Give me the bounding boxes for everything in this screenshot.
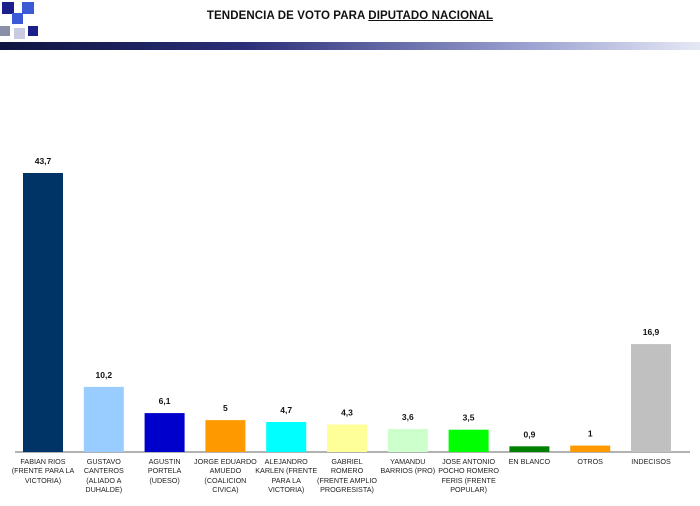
bar — [205, 420, 246, 452]
category-label: ALEJANDRO KARLEN (FRENTE PARA LA VICTORI… — [255, 457, 318, 494]
data-label: 10,2 — [96, 370, 113, 380]
category-label: FABIAN RIOS (FRENTE PARA LA VICTORIA) — [11, 457, 75, 485]
bar — [266, 422, 307, 452]
data-label: 3,5 — [463, 413, 475, 423]
bar — [387, 429, 428, 452]
data-label: 4,7 — [280, 405, 292, 415]
category-label: OTROS — [577, 457, 603, 466]
bar — [448, 429, 489, 452]
category-label: GABRIEL ROMERO (FRENTE AMPLIO PROGRESIST… — [317, 457, 377, 494]
title-underlined: DIPUTADO NACIONAL — [368, 10, 494, 22]
logo-square — [12, 13, 23, 24]
title-prefix: TENDENCIA DE VOTO PARA — [206, 10, 369, 22]
logo-squares — [0, 2, 38, 39]
data-label: 5 — [223, 403, 228, 413]
bar — [509, 446, 550, 452]
category-label: EN BLANCO — [508, 457, 551, 466]
data-label: 43,7 — [35, 156, 52, 166]
logo-square — [2, 2, 14, 14]
bar — [327, 424, 367, 452]
data-label: 16,9 — [643, 327, 660, 337]
logo-square — [22, 2, 34, 14]
category-label: AGUSTIN PORTELA (UDESO) — [147, 457, 182, 485]
bar — [631, 344, 671, 452]
header-divider-bar — [0, 42, 700, 50]
bar — [23, 173, 63, 452]
data-label: 6,1 — [159, 396, 171, 406]
bar — [570, 445, 611, 452]
category-label: GUSTAVO CANTEROS (ALIADO A DUHALDE) — [83, 457, 124, 494]
page-title: TENDENCIA DE VOTO PARA DIPUTADO NACIONAL — [0, 10, 700, 22]
logo-square — [0, 26, 10, 36]
data-label: 4,3 — [341, 408, 353, 418]
logo-square — [28, 26, 38, 36]
logo-square — [14, 28, 25, 39]
category-label: JOSE ANTONIO POCHO ROMERO FERIS (FRENTE … — [438, 457, 499, 494]
category-label: YAMANDU BARRIOS (PRO) — [380, 457, 436, 476]
category-label: INDECISOS — [631, 457, 671, 466]
data-label: 0,9 — [523, 429, 535, 439]
bar — [144, 413, 185, 452]
category-label: JORGE EDUARDO AMUEDO (COALICION CIVICA) — [194, 457, 257, 494]
bar — [83, 386, 124, 452]
data-label: 1 — [588, 429, 593, 439]
data-label: 3,6 — [402, 412, 414, 422]
